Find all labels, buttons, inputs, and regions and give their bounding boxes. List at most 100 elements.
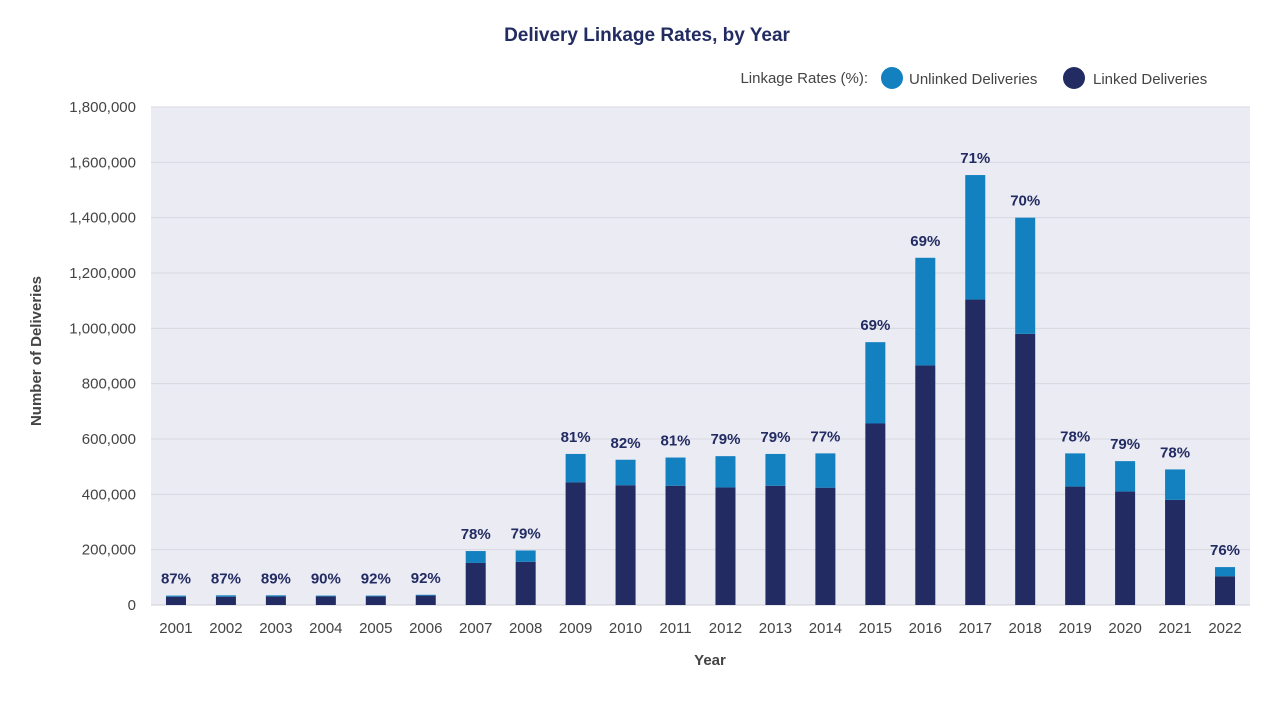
y-tick-label: 800,000 — [82, 376, 136, 393]
bar-unlinked-deliveries — [315, 595, 336, 597]
data-label: 79% — [511, 525, 541, 542]
bar-unlinked-deliveries — [265, 595, 286, 597]
data-label: 71% — [960, 150, 990, 167]
y-tick-label: 1,200,000 — [69, 265, 136, 282]
bar-unlinked-deliveries — [815, 453, 836, 488]
x-tick-label: 2020 — [1108, 620, 1141, 637]
bar-linked-deliveries — [1165, 499, 1186, 605]
bar-linked-deliveries — [765, 485, 786, 605]
x-tick-label: 2001 — [159, 620, 192, 637]
bar-linked-deliveries — [1115, 491, 1136, 605]
bar-linked-deliveries — [865, 423, 886, 605]
bars — [165, 175, 1236, 605]
data-label: 78% — [1060, 428, 1090, 445]
bar-unlinked-deliveries — [615, 459, 636, 486]
data-label: 70% — [1010, 193, 1040, 210]
bar-linked-deliveries — [815, 487, 836, 605]
data-label: 89% — [261, 570, 291, 587]
x-tick-label: 2018 — [1009, 620, 1042, 637]
data-label: 81% — [561, 429, 591, 446]
bar-unlinked-deliveries — [565, 453, 586, 483]
bar-unlinked-deliveries — [415, 594, 436, 596]
x-tick-label: 2017 — [959, 620, 992, 637]
bar-linked-deliveries — [265, 596, 286, 605]
bar-linked-deliveries — [515, 561, 536, 605]
x-tick-label: 2011 — [659, 620, 691, 637]
x-tick-label: 2007 — [459, 620, 492, 637]
x-tick-label: 2014 — [809, 620, 842, 637]
x-tick-label: 2009 — [559, 620, 592, 637]
data-label: 76% — [1210, 542, 1240, 559]
x-tick-label: 2021 — [1158, 620, 1191, 637]
data-label: 79% — [760, 429, 790, 446]
y-axis-title: Number of Deliveries — [28, 276, 45, 426]
legend: Linkage Rates (%): Unlinked Deliveries L… — [740, 67, 1207, 89]
bar-linked-deliveries — [465, 562, 486, 605]
bar-unlinked-deliveries — [665, 457, 686, 486]
data-label: 81% — [661, 433, 691, 450]
legend-title: Linkage Rates (%): — [740, 70, 868, 87]
bar-linked-deliveries — [915, 365, 936, 605]
x-axis-title: Year — [694, 652, 726, 669]
y-tick-label: 1,600,000 — [69, 154, 136, 171]
data-label: 92% — [411, 570, 441, 587]
bar-unlinked-deliveries — [465, 551, 486, 563]
x-tick-label: 2004 — [309, 620, 342, 637]
x-tick-label: 2022 — [1208, 620, 1241, 637]
bar-linked-deliveries — [165, 596, 186, 605]
bar-linked-deliveries — [365, 596, 386, 605]
bar-linked-deliveries — [315, 596, 336, 605]
legend-swatch-linked-icon — [1063, 67, 1085, 89]
y-tick-label: 1,000,000 — [69, 320, 136, 337]
bar-unlinked-deliveries — [165, 595, 186, 597]
bar-unlinked-deliveries — [1065, 453, 1086, 487]
bar-linked-deliveries — [1215, 576, 1236, 605]
data-label: 69% — [910, 233, 940, 250]
legend-label-linked: Linked Deliveries — [1093, 71, 1207, 88]
x-tick-label: 2005 — [359, 620, 392, 637]
y-tick-label: 0 — [128, 597, 136, 614]
bar-unlinked-deliveries — [215, 595, 236, 597]
y-tick-label: 200,000 — [82, 542, 136, 559]
data-label: 92% — [361, 571, 391, 588]
bar-linked-deliveries — [415, 595, 436, 605]
bar-unlinked-deliveries — [715, 456, 736, 488]
data-label: 78% — [461, 526, 491, 543]
data-label: 87% — [161, 571, 191, 588]
bar-linked-deliveries — [615, 485, 636, 605]
bar-linked-deliveries — [565, 482, 586, 605]
bar-unlinked-deliveries — [515, 550, 536, 562]
x-tick-label: 2006 — [409, 620, 442, 637]
bar-linked-deliveries — [1065, 486, 1086, 605]
bar-unlinked-deliveries — [1115, 461, 1136, 492]
bar-unlinked-deliveries — [865, 342, 886, 424]
chart-title: Delivery Linkage Rates, by Year — [504, 25, 790, 46]
bar-unlinked-deliveries — [1015, 217, 1036, 334]
bar-linked-deliveries — [665, 485, 686, 605]
data-label: 82% — [611, 435, 641, 452]
x-axis-ticks: 2001 2002 2003 2004 2005 2006 2007 2008 2009 2010… — [159, 620, 1241, 637]
data-label: 79% — [710, 431, 740, 448]
data-label: 69% — [860, 317, 890, 334]
x-tick-label: 2019 — [1058, 620, 1091, 637]
bar-unlinked-deliveries — [365, 595, 386, 597]
y-tick-label: 1,400,000 — [69, 210, 136, 227]
legend-swatch-unlinked-icon — [881, 67, 903, 89]
bar-linked-deliveries — [1015, 333, 1036, 605]
x-tick-label: 2013 — [759, 620, 792, 637]
legend-label-unlinked: Unlinked Deliveries — [909, 71, 1037, 88]
x-tick-label: 2015 — [859, 620, 892, 637]
y-tick-label: 400,000 — [82, 486, 136, 503]
bar-unlinked-deliveries — [765, 453, 786, 486]
x-tick-label: 2008 — [509, 620, 542, 637]
data-label: 87% — [211, 570, 241, 587]
x-tick-label: 2012 — [709, 620, 742, 637]
x-tick-label: 2010 — [609, 620, 642, 637]
x-tick-label: 2003 — [259, 620, 292, 637]
x-tick-label: 2002 — [209, 620, 242, 637]
data-label: 78% — [1160, 444, 1190, 461]
y-tick-label: 600,000 — [82, 431, 136, 448]
bar-linked-deliveries — [965, 299, 986, 605]
